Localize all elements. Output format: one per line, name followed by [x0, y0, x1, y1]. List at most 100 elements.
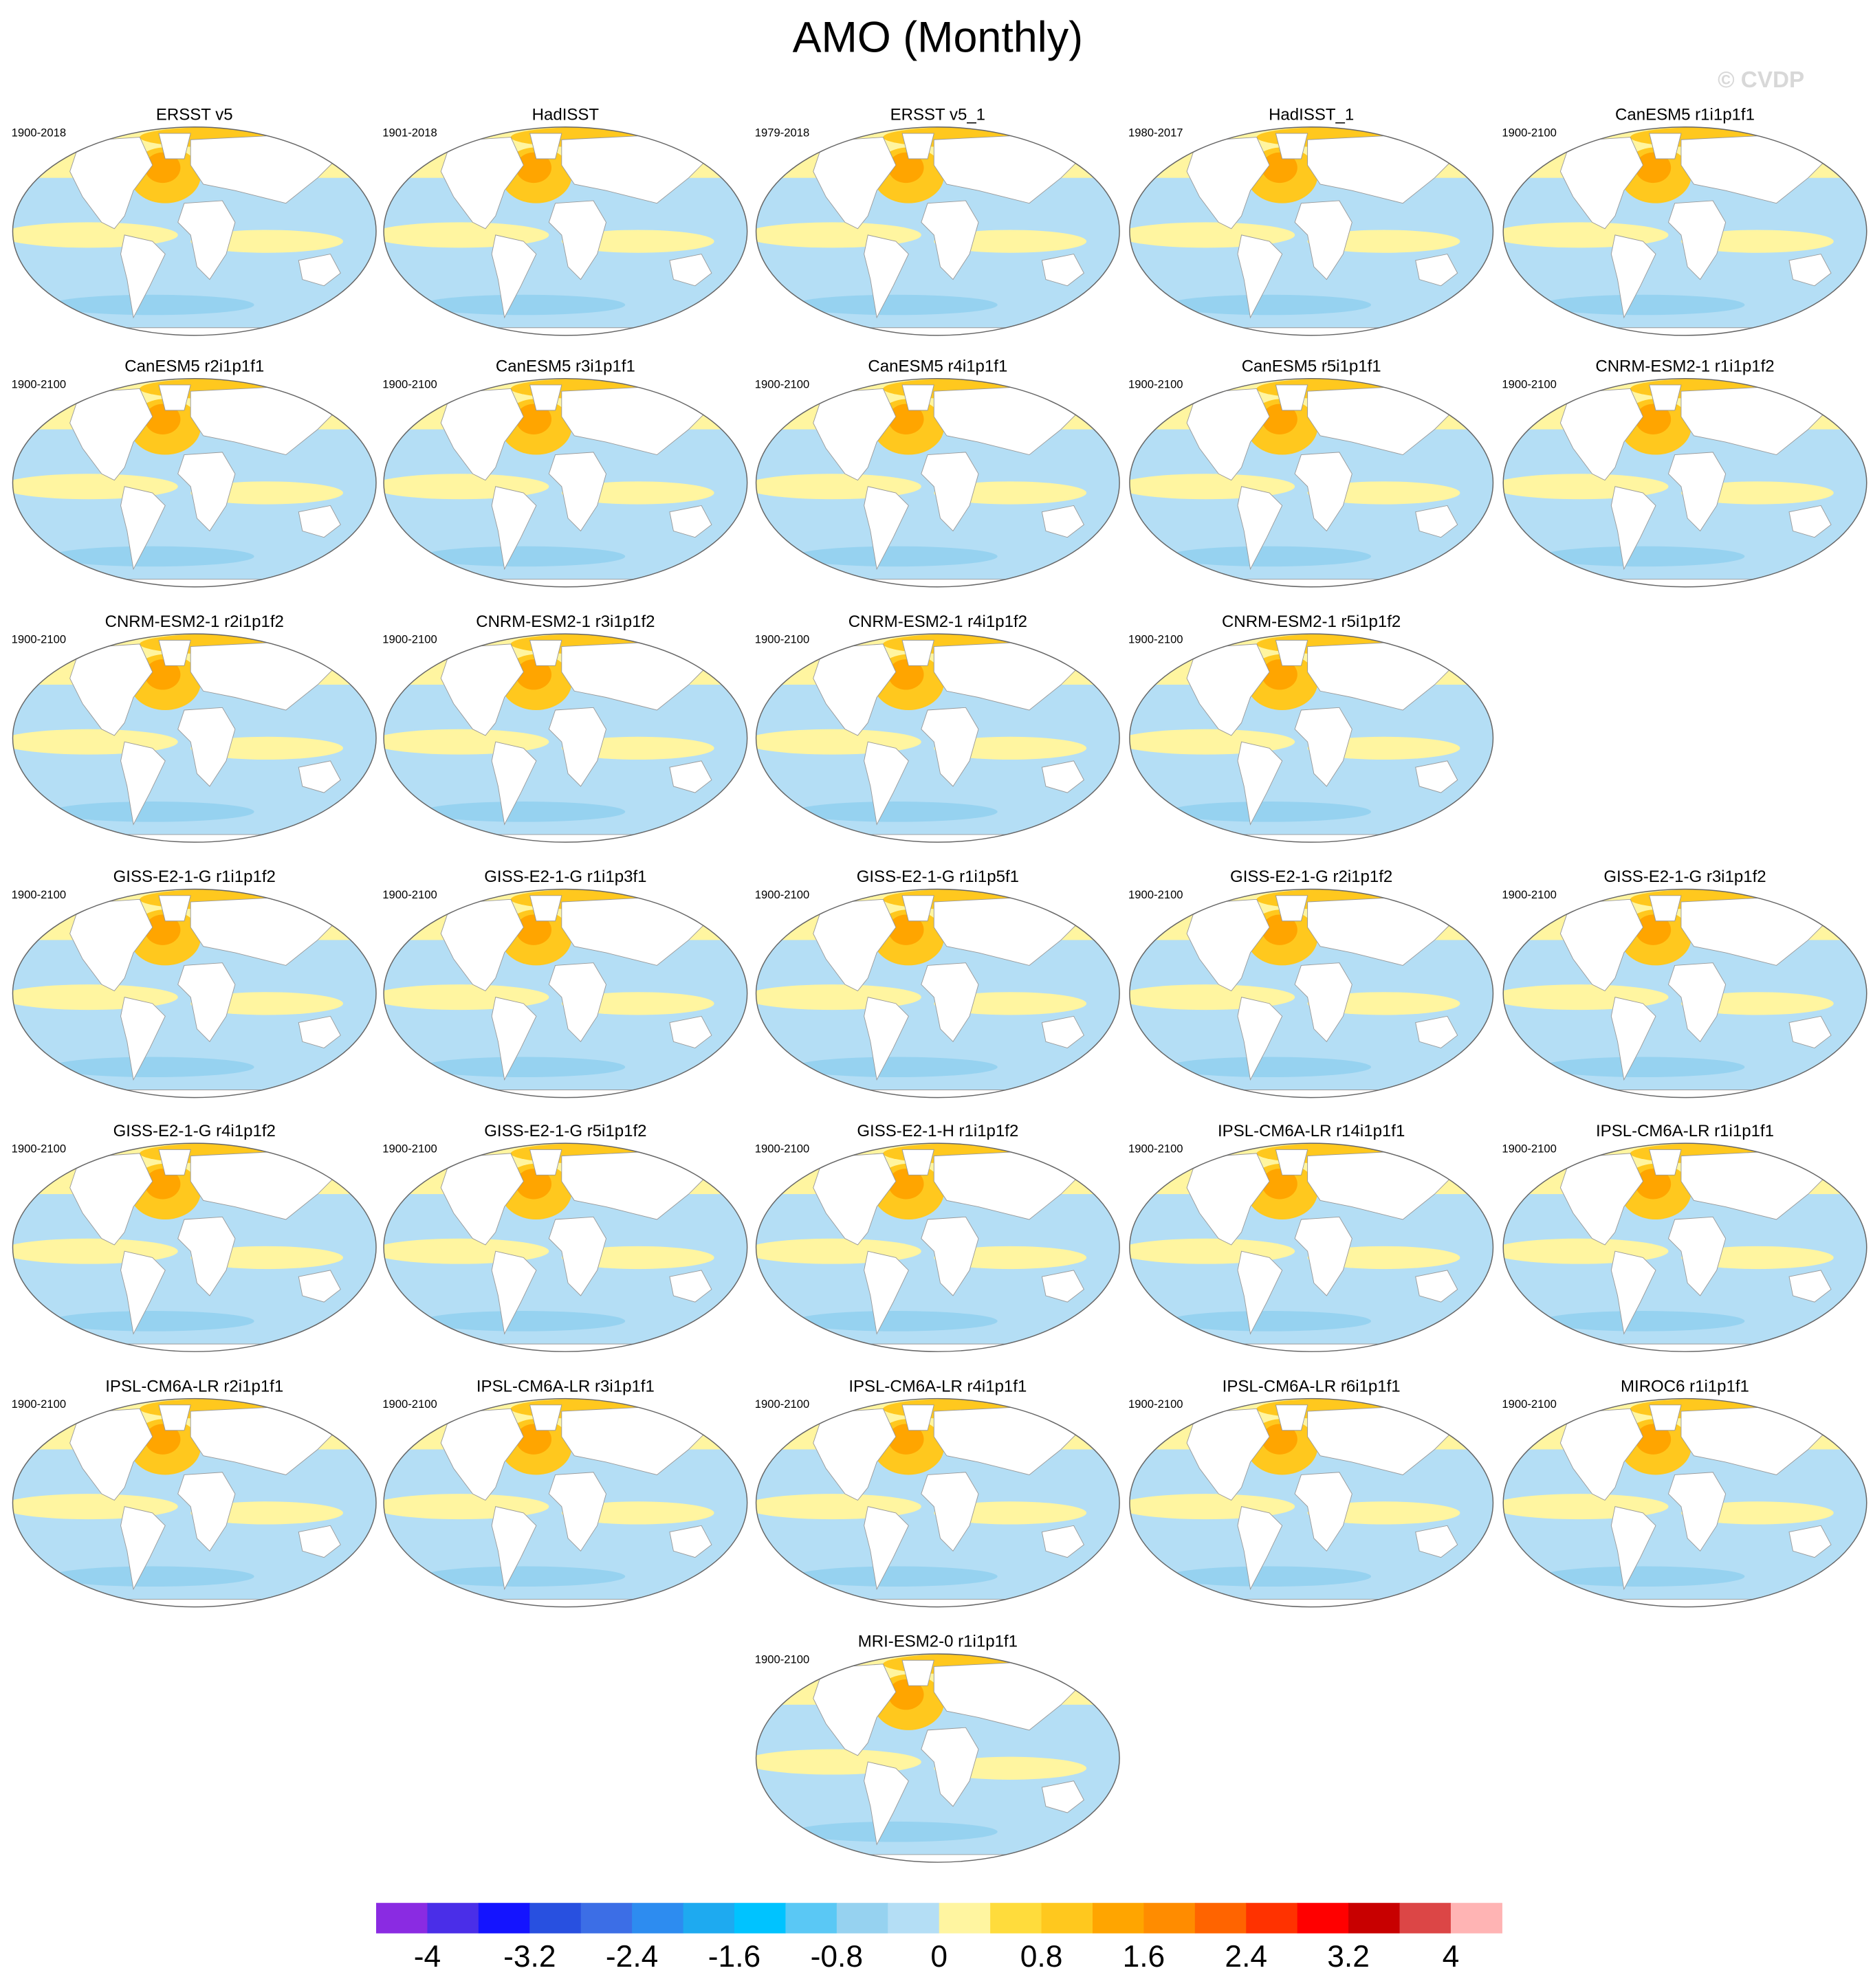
map-panel	[1491, 127, 1867, 338]
colorbar-box	[580, 1903, 633, 1934]
map	[1117, 379, 1493, 590]
map-panel	[371, 634, 747, 845]
panel-period: 1979-2018	[755, 126, 810, 139]
colorbar-tick-label: 3.2	[1327, 1940, 1370, 1974]
panel-title: GISS-E2-1-G r2i1p1f2	[1230, 868, 1392, 886]
map	[743, 379, 1119, 590]
panel-period: 1900-2100	[12, 633, 67, 646]
map-panel	[743, 634, 1119, 845]
map	[1117, 1399, 1493, 1610]
map-panel	[371, 379, 747, 590]
panel-period: 1900-2100	[1128, 1398, 1183, 1411]
panel-title: MRI-ESM2-0 r1i1p1f1	[858, 1633, 1018, 1651]
map	[371, 1143, 747, 1354]
map	[1491, 379, 1867, 590]
map	[1117, 127, 1493, 338]
panel-title: IPSL-CM6A-LR r6i1p1f1	[1223, 1377, 1401, 1395]
panel-period: 1900-2100	[755, 377, 810, 390]
colorbar-box	[888, 1903, 940, 1934]
panel-title: ERSST v5	[156, 106, 233, 124]
map	[1491, 890, 1867, 1101]
panel-title: CNRM-ESM2-1 r5i1p1f2	[1222, 612, 1401, 631]
map-panel	[0, 379, 376, 590]
panel-period: 1900-2100	[1128, 888, 1183, 901]
map	[1117, 890, 1493, 1101]
panel-period: 1900-2100	[1502, 126, 1557, 139]
chart-title: AMO (Monthly)	[793, 14, 1083, 62]
panel-period: 1900-2100	[755, 1653, 810, 1666]
map	[743, 1654, 1119, 1865]
colorbar-tick-label: 2.4	[1225, 1940, 1267, 1974]
panel-title: HadISST	[532, 106, 600, 124]
map-panel	[743, 1143, 1119, 1354]
colorbar-box	[427, 1903, 479, 1934]
map-panel	[0, 1399, 376, 1610]
map-panel	[371, 890, 747, 1101]
panel-period: 1900-2100	[382, 1398, 437, 1411]
map-panel	[1491, 379, 1867, 590]
map-panel	[0, 127, 376, 338]
map-panel	[371, 1399, 747, 1610]
colorbar-box	[1143, 1903, 1196, 1934]
map-panel	[371, 127, 747, 338]
map-panel	[1117, 634, 1493, 845]
panel-title: CanESM5 r1i1p1f1	[1615, 106, 1755, 124]
colorbar-box	[1246, 1903, 1298, 1934]
map-panel	[1491, 1399, 1867, 1610]
map-panel	[0, 1143, 376, 1354]
map	[371, 890, 747, 1101]
panel-title: IPSL-CM6A-LR r14i1p1f1	[1218, 1122, 1405, 1140]
panel-title: HadISST_1	[1269, 106, 1354, 124]
map	[743, 890, 1119, 1101]
map-panel	[1117, 1399, 1493, 1610]
map	[371, 1399, 747, 1610]
map-panel	[371, 1143, 747, 1354]
panel-period: 1900-2100	[1502, 1398, 1557, 1411]
map	[0, 634, 376, 845]
panel-period: 1900-2100	[382, 633, 437, 646]
panel-period: 1900-2100	[12, 1142, 67, 1156]
colorbar-box	[1297, 1903, 1349, 1934]
map	[743, 634, 1119, 845]
panel-period: 1900-2100	[1502, 377, 1557, 390]
panel-period: 1900-2100	[382, 888, 437, 901]
panel-title: IPSL-CM6A-LR r4i1p1f1	[848, 1377, 1027, 1395]
map-panel	[0, 890, 376, 1101]
panel-period: 1900-2100	[382, 1142, 437, 1156]
colorbar-box	[683, 1903, 735, 1934]
panel-title: GISS-E2-1-G r1i1p1f2	[113, 868, 276, 886]
panel-period: 1900-2100	[1128, 633, 1183, 646]
colorbar-box	[1450, 1903, 1502, 1934]
map	[0, 1143, 376, 1354]
panel-title: GISS-E2-1-G r5i1p1f2	[484, 1122, 646, 1140]
panel-period: 1900-2100	[12, 888, 67, 901]
colorbar-tick-label: -1.6	[708, 1940, 760, 1974]
panel-period: 1900-2100	[1128, 1142, 1183, 1156]
colorbar-box	[1399, 1903, 1452, 1934]
map	[371, 634, 747, 845]
colorbar-box	[1194, 1903, 1247, 1934]
colorbar-box	[529, 1903, 582, 1934]
map-panel	[743, 379, 1119, 590]
colorbar-box	[785, 1903, 837, 1934]
panel-title: IPSL-CM6A-LR r2i1p1f1	[105, 1377, 283, 1395]
map	[1491, 1143, 1867, 1354]
panel-title: GISS-E2-1-G r1i1p3f1	[484, 868, 646, 886]
colorbar-box	[478, 1903, 530, 1934]
panel-title: CNRM-ESM2-1 r4i1p1f2	[848, 612, 1027, 631]
panel-period: 1900-2100	[755, 1142, 810, 1156]
colorbar-box	[1348, 1903, 1401, 1934]
panel-title: CanESM5 r2i1p1f1	[124, 357, 264, 375]
map-panel	[743, 890, 1119, 1101]
colorbar-box	[1041, 1903, 1093, 1934]
map	[0, 379, 376, 590]
colorbar-box	[632, 1903, 684, 1934]
colorbar-tick-label: 4	[1443, 1940, 1460, 1974]
map	[0, 890, 376, 1101]
colorbar-tick-label: 0.8	[1020, 1940, 1063, 1974]
panel-title: IPSL-CM6A-LR r3i1p1f1	[477, 1377, 655, 1395]
panel-title: GISS-E2-1-G r4i1p1f2	[113, 1122, 276, 1140]
map	[371, 379, 747, 590]
map-panel	[0, 634, 376, 845]
